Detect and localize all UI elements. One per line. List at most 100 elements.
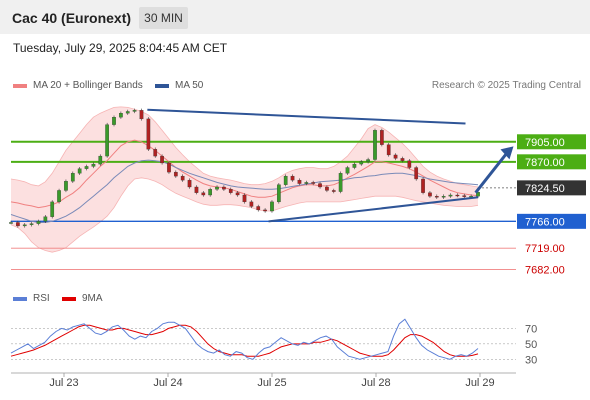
candle-body [448,194,453,197]
candle-body [132,110,137,112]
candle-body [36,221,41,224]
candle-body [208,189,213,196]
trendline-layer [147,108,514,223]
bollinger-band-fill [11,106,478,253]
ma9-label: 9MA [82,293,103,304]
rsi-panel: 70 50 30 [10,318,537,366]
research-credit: Research © 2025 Trading Central [431,80,581,91]
candle-body [434,196,439,198]
ma20-label: MA 20 + Bollinger Bands [33,80,143,91]
candle-body [16,222,20,227]
trendline-1 [268,196,479,223]
candle-body [249,201,254,207]
candle-body [112,117,116,125]
candle-body [50,201,55,217]
chart-title: Cac 40 (Euronext) [12,10,132,26]
level-label-box-3 [517,213,586,229]
candle-body [98,155,103,165]
forecast-arrow-head [500,146,514,160]
timestamp: Tuesday, July 29, 2025 8:04:45 AM CET [13,41,228,55]
legend-9ma: 9MA [62,293,103,304]
x-tick-label-2: Jul 25 [257,377,286,389]
candle-body [173,171,178,177]
candle-body [119,113,123,118]
candle-body [270,201,274,212]
candle-body [228,189,233,193]
candle-body [476,191,480,197]
candle-body [393,154,398,159]
header-bar: Cac 40 (Euronext) 30 MIN [0,0,590,34]
candle-body [91,163,96,167]
candle-body [400,158,405,161]
candle-body [407,160,412,168]
candle-body [242,194,247,203]
candle-body [290,175,295,181]
rsi-tick-label-2: 30 [525,354,537,366]
x-tick-label-1: Jul 24 [153,377,182,389]
rsi-ma9-line [10,324,479,357]
candle-body [263,209,267,212]
candle-body [283,175,288,185]
candle-body [311,182,316,184]
candle-body [125,111,130,114]
candle-body [421,178,425,193]
candle-body [29,223,34,225]
candle-body [43,216,48,222]
candle-body [297,179,302,184]
level-label-box-2 [517,180,586,196]
rsi-swatch [13,296,27,301]
candle-body [84,166,89,169]
candle-body [414,167,419,180]
candle-body [338,173,343,192]
candle-body [359,161,364,165]
bollinger-band-layer [10,106,479,253]
candle-body [194,186,199,193]
candle-body [380,130,384,145]
candle-body [57,190,61,203]
candle-body [187,179,192,188]
ma50-label: MA 50 [175,80,204,91]
level-label-0: 7905.00 [525,137,565,149]
forecast-arrow-shaft [474,151,509,194]
candle-body [70,173,75,182]
candle-body [345,167,350,174]
candle-body [441,196,446,198]
level-label-5: 7682.00 [525,264,565,276]
rsi-tick-label-0: 70 [525,323,537,335]
candle-body [235,192,240,196]
candle-body [77,168,82,174]
legend-rsi: RSI [13,293,50,304]
candle-body [9,222,13,224]
candle-body [22,224,27,227]
candle-body [325,186,329,191]
rsi-line [10,318,479,360]
candle-body [160,155,164,164]
level-label-3: 7766.00 [525,216,565,228]
candle-body [146,118,151,150]
level-label-4: 7719.00 [525,243,565,255]
timeframe-button[interactable]: 30 MIN [139,7,188,29]
x-tick-label-3: Jul 28 [361,377,390,389]
candle-body [180,175,185,181]
ma20-swatch [13,83,27,88]
candle-body [105,124,109,157]
trendline-0 [147,108,466,125]
rsi-tick-label-1: 50 [525,339,537,351]
x-axis: Jul 23 Jul 24 Jul 25 Jul 28 Jul 29 [11,372,516,389]
levels-layer [11,140,516,270]
candle-body [352,163,357,168]
candle-body [215,186,219,190]
level-label-box-0 [517,134,586,150]
candle-body [153,149,158,157]
candle-body [386,144,391,156]
candle-body [331,190,336,192]
x-tick-label-4: Jul 29 [465,377,494,389]
candle-body [366,159,370,162]
ma9-swatch [62,296,76,301]
candle-body [222,186,226,190]
candle-body [428,192,432,197]
candle-body [373,130,377,160]
candle-body [256,206,261,211]
candle-body [304,182,309,184]
